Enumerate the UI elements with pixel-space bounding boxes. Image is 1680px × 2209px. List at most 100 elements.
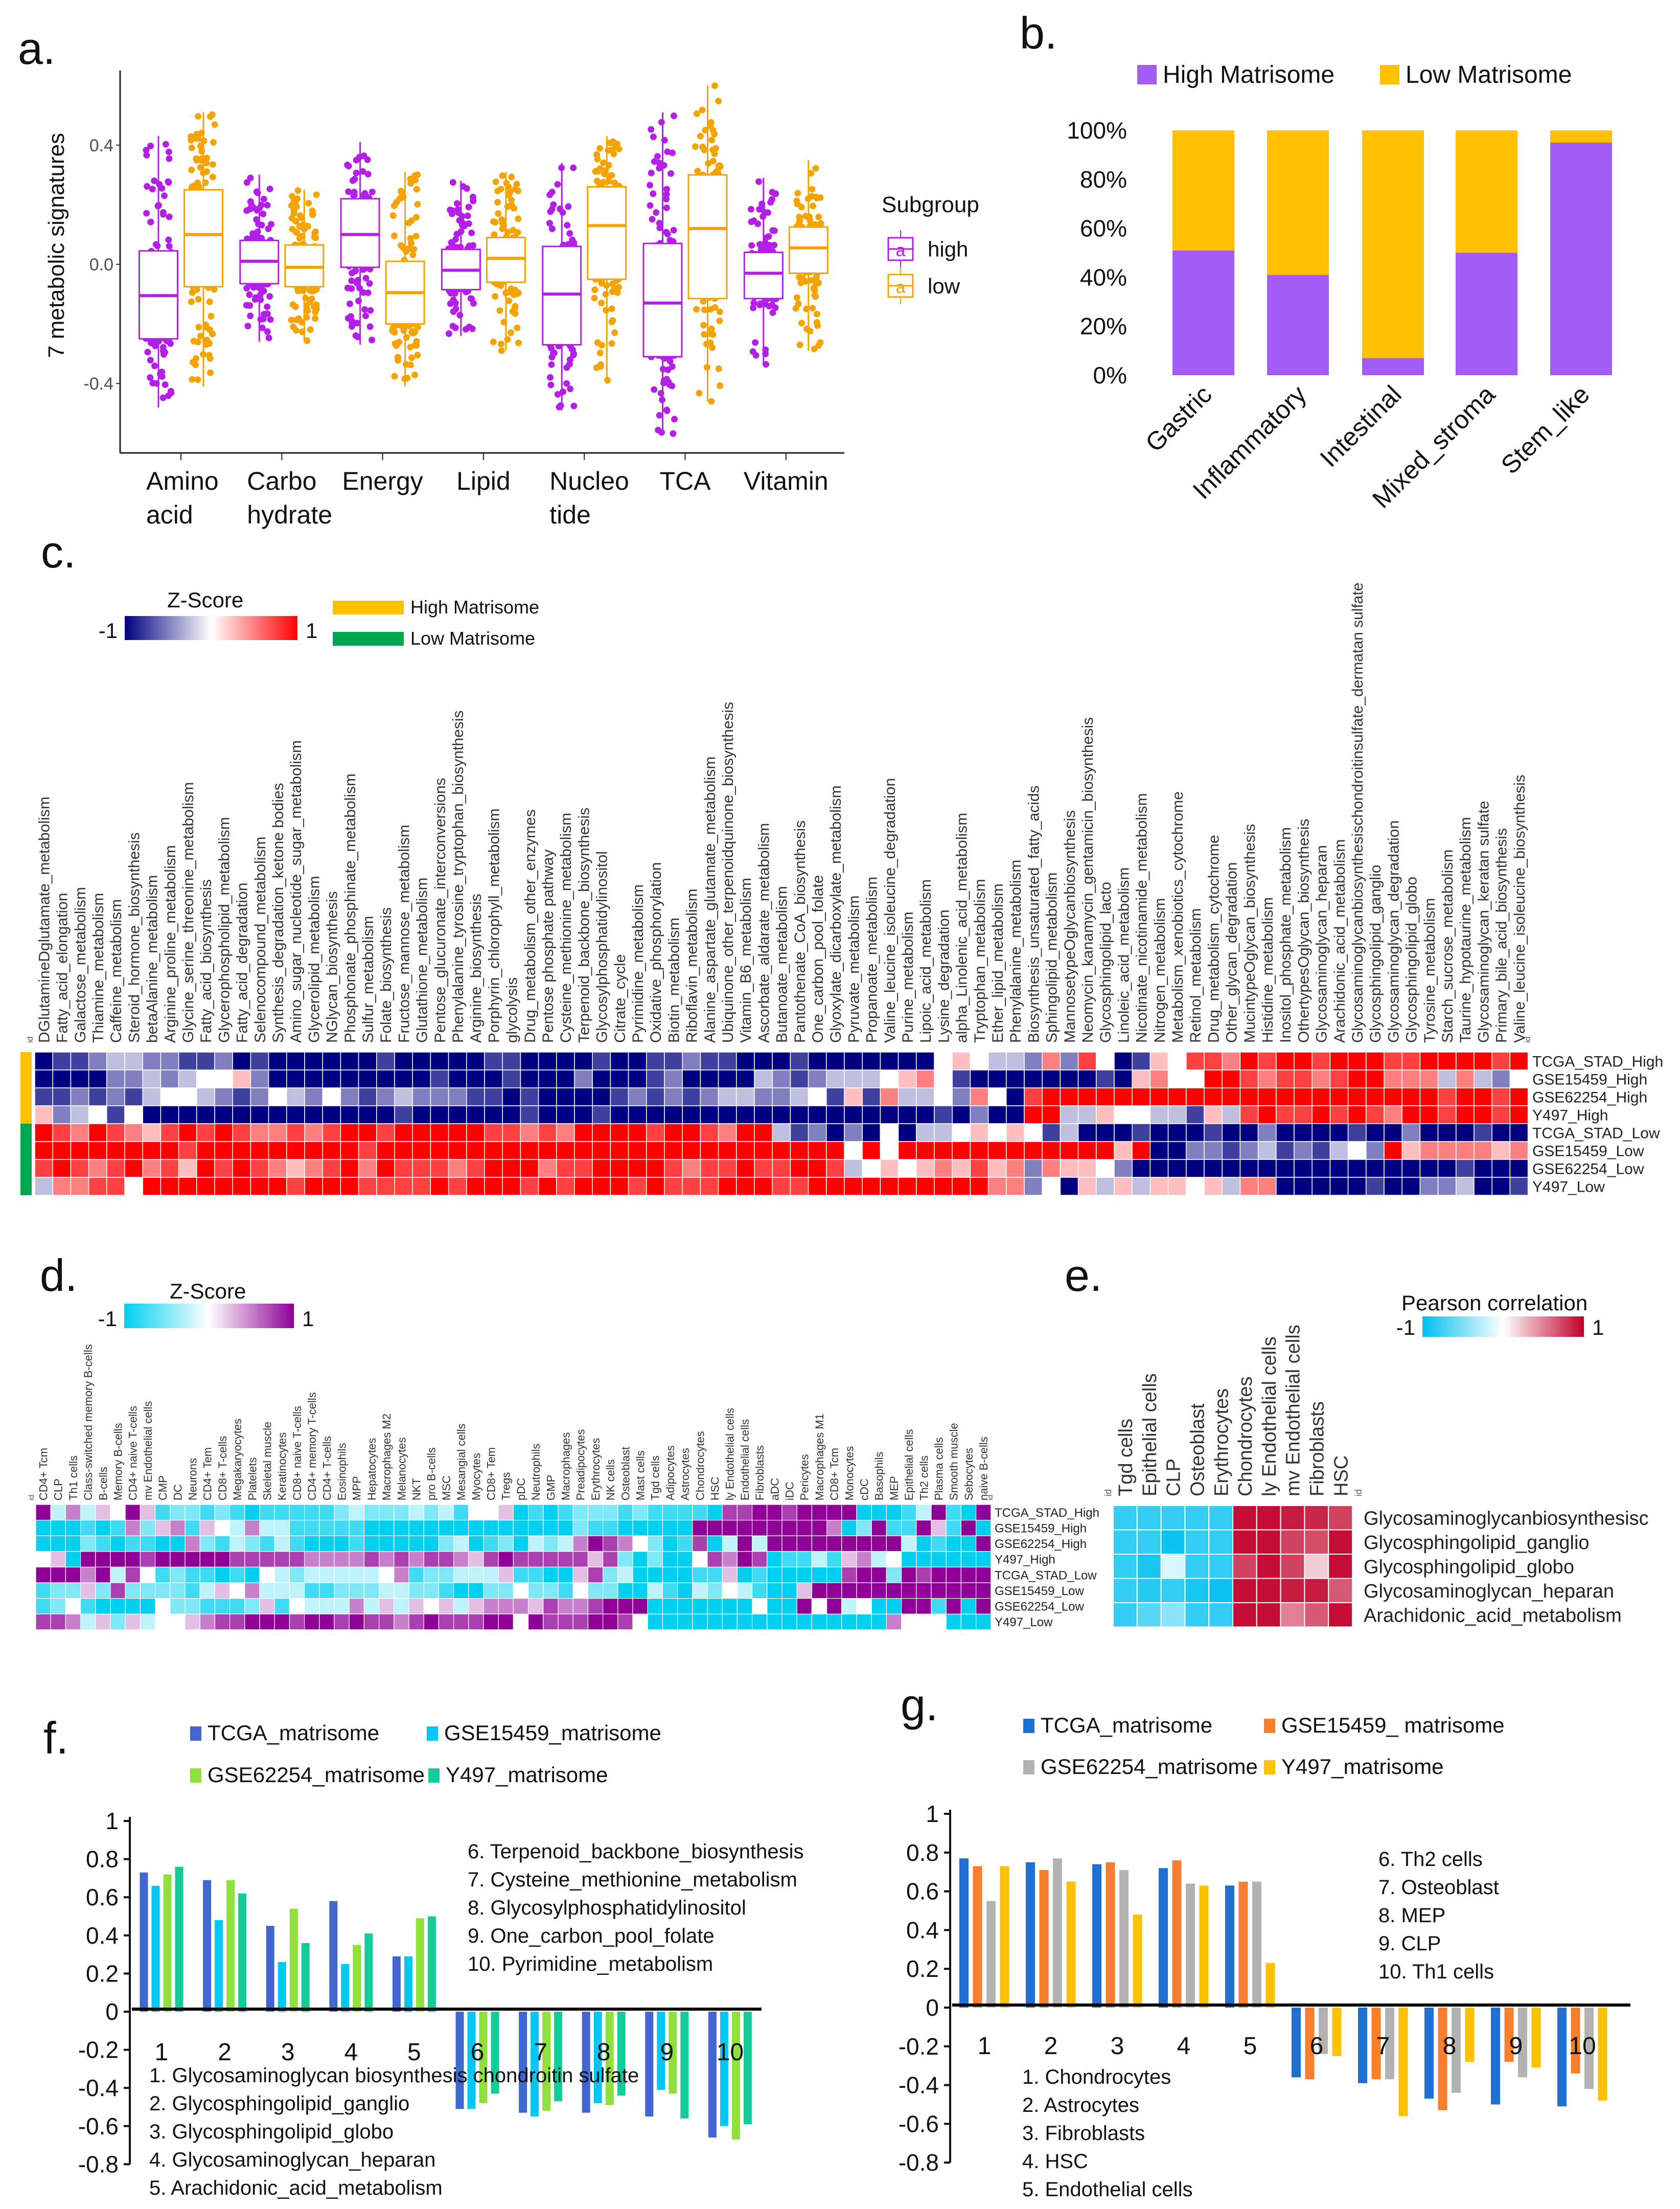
bar-gse62254-matrisome: [542, 2012, 551, 2111]
data-point-low: [602, 291, 609, 298]
bar-tcga-matrisome: [1092, 1864, 1101, 2008]
data-point-low: [699, 106, 706, 113]
data-point-low: [412, 233, 420, 240]
heatmap-cell: [682, 1069, 701, 1088]
heatmap-cell: [34, 1087, 53, 1106]
heatmap-cell: [376, 1087, 395, 1106]
data-point-low: [203, 168, 210, 175]
heatmap-cell: [502, 1159, 521, 1178]
heatmap-cell: [1060, 1141, 1079, 1160]
data-point-low: [389, 212, 397, 219]
heatmap-cell: [483, 1551, 499, 1568]
data-point-low: [187, 133, 194, 140]
data-point-low: [715, 365, 722, 372]
category-key-note: 9. One_carbon_pool_folate: [468, 1925, 715, 1947]
heatmap-cell: [1096, 1052, 1115, 1071]
heatmap-cell: [468, 1535, 484, 1552]
category-number-label: 4: [344, 2039, 358, 2066]
heatmap-cell: [527, 1598, 544, 1614]
bar-gse15459-matrisome: [1106, 1862, 1115, 2008]
heatmap-cell: [632, 1520, 648, 1536]
heatmap-cell: [931, 1598, 947, 1614]
data-point-low: [209, 330, 216, 337]
heatmap-cell: [1114, 1123, 1133, 1142]
heatmap-cell: [35, 1582, 51, 1599]
y-tick-label: 20%: [1080, 313, 1127, 339]
heatmap-cell: [1311, 1123, 1331, 1142]
heatmap-cell: [632, 1613, 648, 1630]
heatmap-cell: [556, 1141, 575, 1160]
heatmap-cell: [572, 1598, 588, 1614]
heatmap-cell: [772, 1105, 791, 1124]
column-label: Myocytes: [470, 1453, 482, 1500]
heatmap-cell: [646, 1087, 665, 1106]
heatmap-cell: [543, 1551, 559, 1568]
heatmap-cell: [897, 1087, 917, 1106]
heatmap-cell: [707, 1566, 723, 1583]
heatmap-cell: [155, 1504, 171, 1521]
heatmap-cell: [423, 1520, 440, 1536]
heatmap-cell: [886, 1551, 902, 1568]
data-point-high: [156, 181, 163, 188]
heatmap-cell: [572, 1535, 588, 1552]
heatmap-cell: [448, 1105, 467, 1124]
x-category-label: acid: [146, 500, 193, 529]
data-point-low: [708, 136, 716, 144]
heatmap-cell: [438, 1566, 454, 1583]
data-point-low: [490, 338, 497, 346]
heatmap-cell: [1419, 1069, 1439, 1088]
heatmap-cell: [862, 1087, 881, 1106]
heatmap-cell: [1204, 1159, 1223, 1178]
heatmap-cell: [871, 1535, 887, 1552]
heatmap-cell: [520, 1087, 539, 1106]
heatmap-cell: [1509, 1123, 1529, 1142]
heatmap-cell: [1419, 1141, 1439, 1160]
heatmap-cell: [682, 1105, 701, 1124]
color-scale-bar: [1422, 1316, 1584, 1337]
bar-gse62254-matrisome: [353, 1945, 361, 2012]
column-label: Neutrophils: [530, 1444, 542, 1500]
heatmap-cell: [358, 1069, 377, 1088]
data-point-high: [647, 202, 654, 209]
heatmap-cell: [808, 1159, 827, 1178]
heatmap-cell: [970, 1105, 989, 1124]
box-high: [642, 242, 683, 358]
heatmap-cell: [1401, 1087, 1421, 1106]
heatmap-cell: [259, 1566, 275, 1583]
heatmap-cell: [754, 1069, 773, 1088]
heatmap-cell: [538, 1123, 557, 1142]
column-label: Caffeine_metabolism: [108, 899, 125, 1043]
heatmap-cell: [946, 1613, 961, 1630]
heatmap-cell: [574, 1087, 593, 1106]
heatmap-cell: [871, 1582, 887, 1599]
panel-g-bar-chart: 10.80.60.40.20-0.2-0.4-0.6-0.81 2 3 4 5 6 7 8 9 1…: [899, 1713, 1630, 2201]
data-point-low: [716, 382, 723, 389]
data-point-low: [490, 218, 497, 225]
heatmap-cell: [199, 1535, 216, 1552]
heatmap-cell: [592, 1141, 611, 1160]
column-label: Osteoblast: [1187, 1403, 1208, 1496]
data-point-high: [563, 380, 570, 387]
column-label: Tregs: [500, 1472, 513, 1500]
heatmap-cell: [574, 1159, 593, 1178]
heatmap-cell: [707, 1551, 723, 1568]
heatmap-cell: [790, 1123, 809, 1142]
data-point-low: [608, 172, 615, 179]
heatmap-cell: [682, 1159, 701, 1178]
heatmap-cell: [558, 1520, 573, 1536]
heatmap-cell: [754, 1141, 773, 1160]
heatmap-cell: [80, 1504, 96, 1521]
column-label: Selenocompound_metabolism: [252, 836, 269, 1043]
heatmap-cell: [1239, 1123, 1259, 1142]
heatmap-cell: [160, 1087, 179, 1106]
category-number-label: 2: [218, 2039, 232, 2066]
heatmap-cell: [1186, 1052, 1205, 1071]
heatmap-cell: [916, 1613, 932, 1630]
heatmap-cell: [185, 1535, 200, 1552]
column-label: Glycerolipid_metabolism: [306, 876, 323, 1043]
heatmap-cell: [543, 1613, 559, 1630]
bar-gse15459-matrisome: [973, 1866, 982, 2008]
heatmap-cell: [250, 1052, 269, 1071]
heatmap-cell: [646, 1141, 665, 1160]
column-label: Eosinophils: [336, 1443, 349, 1500]
